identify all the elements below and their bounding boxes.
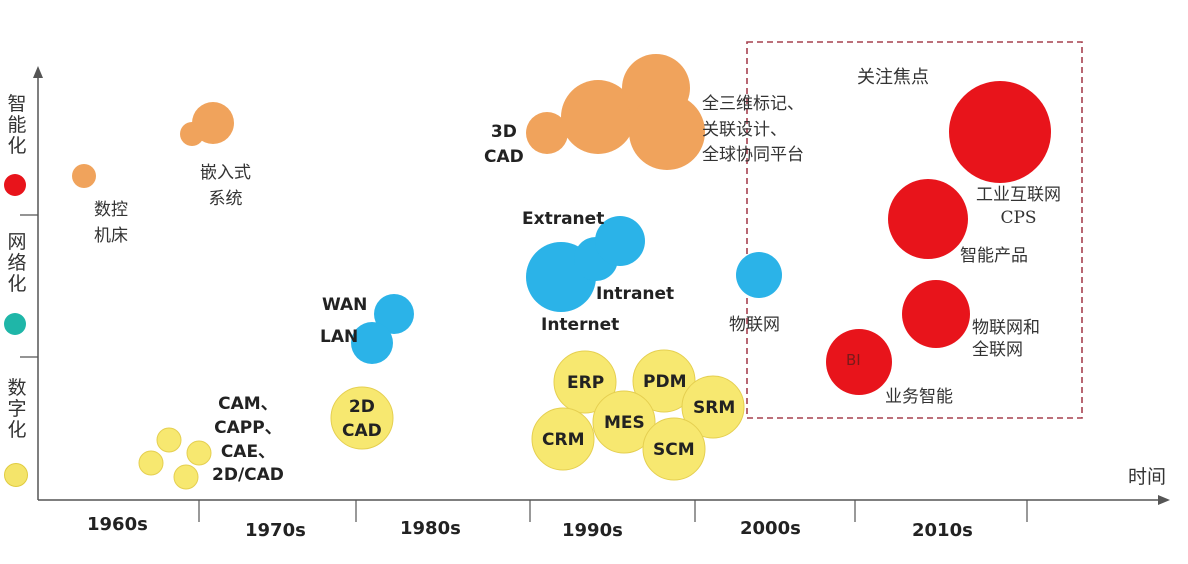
label-intranet: Intranet [596, 284, 675, 304]
label-scm: SCM [653, 440, 695, 460]
bubble-embedded-large [192, 102, 234, 144]
decade-1970s: 1970s [245, 520, 306, 541]
label-crm: CRM [542, 430, 585, 450]
label-srm: SRM [693, 398, 736, 418]
bubble-plm-3 [629, 94, 705, 170]
label-ioe: 物联网和 全联网 [972, 318, 1040, 361]
bubble-3dcad [526, 112, 568, 154]
label-cam-group: CAM、 CAPP、 CAE、 2D/CAD [212, 394, 284, 486]
bubble-wan [374, 294, 414, 334]
label-2dcad: 2D CAD [342, 397, 382, 441]
bubble-cam-4 [173, 464, 199, 490]
label-mes: MES [604, 413, 645, 433]
label-3dcad: 3D CAD [484, 122, 524, 167]
bubble-srm [681, 375, 745, 439]
label-plm: 全三维标记、 关联设计、 全球协同平台 [702, 94, 804, 165]
bubble-crm [531, 407, 595, 471]
decade-1980s: 1980s [400, 518, 461, 539]
label-smart-product: 智能产品 [960, 246, 1028, 266]
x-axis-arrow [1158, 495, 1170, 505]
focus-box-title: 关注焦点 [857, 67, 929, 88]
bubble-smart-product [888, 179, 968, 259]
focus-box [746, 41, 1083, 419]
bubble-erp [553, 350, 617, 414]
bubble-ioe [902, 280, 970, 348]
y-category-network: 网络化 [7, 231, 27, 295]
decade-1960s: 1960s [87, 514, 148, 535]
bubble-iiot [949, 81, 1051, 183]
label-lan: LAN [320, 327, 359, 347]
y-category-digital: 数字化 [7, 377, 27, 441]
y-category-digital-dot [4, 463, 28, 487]
y-axis-arrow [33, 66, 43, 78]
label-internet: Internet [541, 315, 620, 335]
bubble-mes [592, 390, 656, 454]
label-erp: ERP [567, 373, 605, 393]
bubble-cam-1 [156, 427, 182, 453]
y-category-network-dot [4, 313, 26, 335]
bubble-extranet [595, 216, 645, 266]
label-bi: BI [846, 351, 861, 369]
bubble-plm-1 [561, 80, 635, 154]
label-pdm: PDM [643, 372, 687, 392]
label-embedded: 嵌入式 系统 [200, 163, 251, 209]
y-category-intelligent: 智能化 [7, 93, 27, 157]
bubble-lan [351, 322, 393, 364]
x-axis-title: 时间 [1128, 466, 1167, 488]
bubble-2dcad [330, 386, 394, 450]
decade-2000s: 2000s [740, 518, 801, 539]
bubble-cam-3 [138, 450, 164, 476]
bubble-iot [736, 252, 782, 298]
bubble-scm [642, 417, 706, 481]
decade-1990s: 1990s [562, 520, 623, 541]
label-nc-machine: 数控 机床 [94, 200, 128, 247]
label-iiot: 工业互联网 CPS [976, 185, 1061, 228]
bubble-pdm [632, 349, 696, 413]
bubble-nc-machine [72, 164, 96, 188]
bubble-bi [826, 329, 892, 395]
label-bi-text: 业务智能 [885, 387, 953, 407]
decade-2010s: 2010s [912, 520, 973, 541]
label-wan: WAN [322, 295, 368, 315]
bubble-cam-2 [186, 440, 212, 466]
y-category-intelligent-dot [4, 174, 26, 196]
label-iot: 物联网 [729, 315, 780, 335]
label-extranet: Extranet [522, 209, 605, 229]
